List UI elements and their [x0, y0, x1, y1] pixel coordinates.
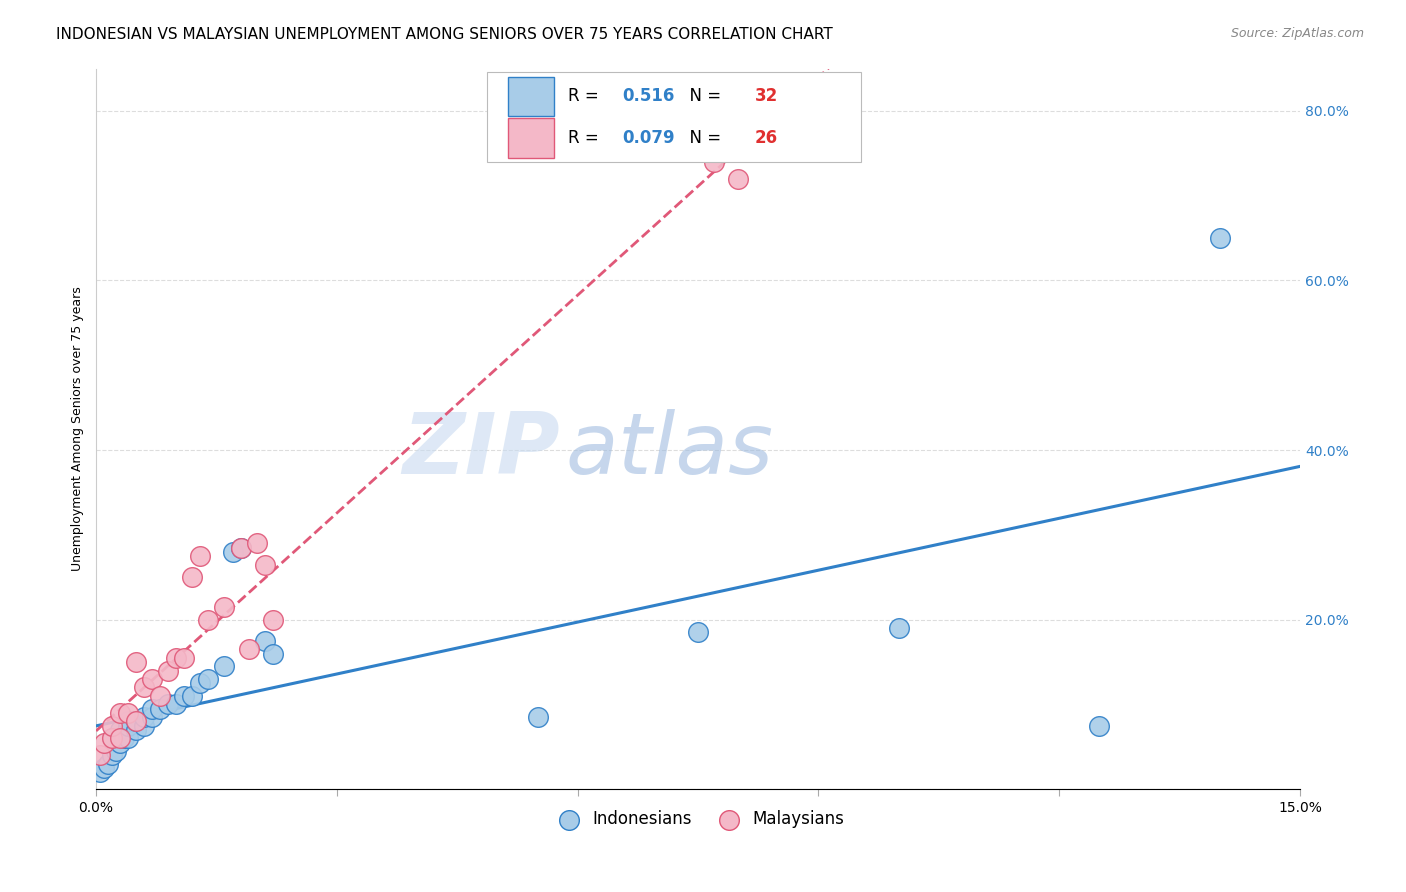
Text: INDONESIAN VS MALAYSIAN UNEMPLOYMENT AMONG SENIORS OVER 75 YEARS CORRELATION CHA: INDONESIAN VS MALAYSIAN UNEMPLOYMENT AMO… [56, 27, 832, 42]
Point [101, 731, 124, 746]
Point [165, 650, 187, 665]
Point [101, 731, 124, 746]
Point [134, 718, 156, 732]
Y-axis label: Unemployment Among Seniors over 75 years: Unemployment Among Seniors over 75 years [72, 286, 84, 571]
Point [181, 689, 204, 703]
Text: 0.516: 0.516 [623, 87, 675, 105]
Text: N =: N = [679, 87, 725, 105]
FancyBboxPatch shape [508, 118, 554, 158]
Point [101, 718, 124, 732]
Text: N =: N = [679, 128, 725, 147]
Point [157, 698, 180, 712]
Point [112, 731, 135, 746]
Point [134, 681, 156, 695]
Point [887, 621, 910, 635]
Point [97, 756, 120, 771]
Point [117, 731, 139, 746]
Point [221, 545, 243, 559]
Point [526, 710, 548, 724]
Point [262, 613, 284, 627]
Text: 0.079: 0.079 [623, 128, 675, 147]
Point [190, 676, 212, 690]
Point [214, 599, 236, 614]
Point [165, 698, 187, 712]
Text: 26: 26 [755, 128, 778, 147]
Point [229, 541, 252, 555]
Text: Source: ZipAtlas.com: Source: ZipAtlas.com [1230, 27, 1364, 40]
Point [89, 748, 111, 763]
Point [197, 672, 219, 686]
Point [703, 154, 725, 169]
Text: 32: 32 [755, 87, 778, 105]
Point [105, 744, 128, 758]
Point [108, 723, 131, 737]
Text: R =: R = [568, 87, 605, 105]
Point [157, 664, 180, 678]
Point [173, 650, 195, 665]
Point [253, 633, 276, 648]
Point [125, 655, 148, 669]
Text: R =: R = [568, 128, 605, 147]
Legend: Indonesians, Malaysians: Indonesians, Malaysians [546, 804, 851, 835]
Point [125, 714, 148, 729]
Point [149, 689, 172, 703]
Point [190, 549, 212, 563]
Point [214, 659, 236, 673]
Point [229, 541, 252, 555]
Point [93, 761, 115, 775]
Point [117, 718, 139, 732]
Point [197, 613, 219, 627]
Point [1088, 718, 1111, 732]
Point [125, 714, 148, 729]
FancyBboxPatch shape [508, 77, 554, 116]
Point [93, 735, 115, 749]
Point [125, 723, 148, 737]
Text: ZIP: ZIP [402, 409, 560, 492]
Point [245, 536, 267, 550]
Point [181, 570, 204, 584]
Point [108, 706, 131, 720]
FancyBboxPatch shape [488, 72, 860, 162]
Point [686, 625, 709, 640]
Point [238, 642, 260, 657]
Text: atlas: atlas [565, 409, 773, 492]
Point [108, 735, 131, 749]
Point [108, 731, 131, 746]
Point [117, 706, 139, 720]
Point [1209, 231, 1232, 245]
Point [173, 689, 195, 703]
Point [117, 714, 139, 729]
Point [141, 672, 163, 686]
Point [141, 701, 163, 715]
Point [89, 765, 111, 780]
Point [101, 748, 124, 763]
Point [727, 171, 749, 186]
Point [149, 701, 172, 715]
Point [134, 710, 156, 724]
Point [253, 558, 276, 572]
Point [262, 647, 284, 661]
Point [141, 710, 163, 724]
